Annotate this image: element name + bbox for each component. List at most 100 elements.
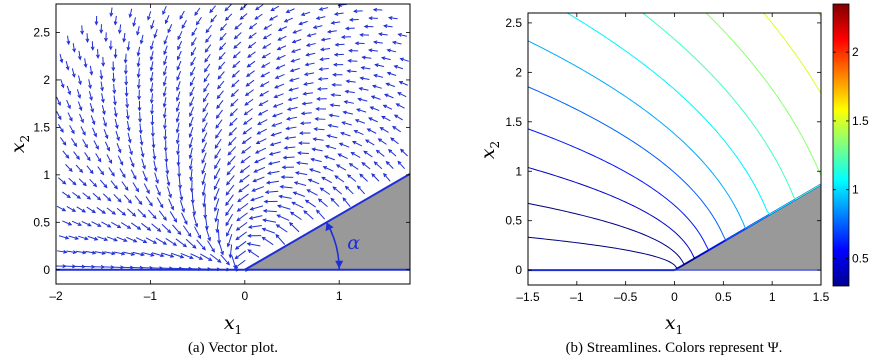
vector-arrow [156, 197, 164, 208]
vector-arrow [163, 55, 168, 65]
vector-arrowhead [359, 76, 364, 81]
vector-arrow [275, 74, 285, 79]
vector-arrowhead [130, 252, 136, 256]
vector-arrow [324, 155, 336, 161]
vector-arrowhead [360, 65, 365, 70]
vector-arrow [291, 201, 304, 209]
vector-arrowhead [213, 196, 218, 201]
vector-arrowhead [215, 124, 220, 129]
vector-arrowhead [363, 150, 368, 155]
a-ytick-label: 1.5 [33, 120, 50, 134]
vector-arrow [114, 107, 117, 117]
vector-arrow [141, 158, 146, 169]
vector-arrow [82, 192, 91, 200]
vector-arrow [228, 127, 238, 136]
vector-arrow [380, 127, 389, 133]
vector-arrowhead [316, 96, 321, 101]
vector-arrowhead [244, 101, 249, 106]
caption-b: (b) Streamlines. Colors represent Ψ. [566, 340, 783, 356]
vector-arrowhead [379, 127, 384, 131]
vector-arrow [129, 156, 135, 167]
vector-arrowhead [91, 120, 96, 126]
vector-arrowhead [237, 198, 242, 203]
vector-arrowhead [190, 61, 195, 67]
vector-arrow [323, 166, 334, 172]
vector-arrow [374, 161, 383, 170]
vector-arrowhead [214, 175, 218, 180]
vector-arrow [145, 237, 157, 244]
vector-arrow [140, 34, 144, 44]
vector-arrowhead [195, 21, 200, 26]
vector-arrow [99, 179, 108, 188]
vector-arrow [247, 249, 260, 258]
vector-arrow [132, 251, 144, 256]
vector-arrow [335, 43, 345, 46]
vector-arrow [286, 126, 297, 130]
vector-arrowhead [59, 58, 64, 64]
vector-arrow [220, 23, 228, 31]
vector-arrow [189, 137, 194, 148]
vector-arrowhead [235, 267, 241, 272]
vector-arrowhead [163, 50, 168, 56]
vector-arrowhead [190, 51, 195, 57]
vector-arrowhead [162, 216, 167, 221]
vector-arrow [346, 80, 356, 83]
vector-arrowhead [311, 147, 316, 152]
vector-arrow [359, 173, 368, 182]
vector-arrowhead [250, 197, 255, 202]
vector-arrowhead [326, 29, 332, 34]
vector-arrow [150, 20, 155, 29]
vector-arrow [216, 219, 219, 233]
vector-arrowhead [188, 123, 193, 128]
vector-arrowhead [334, 42, 339, 47]
vector-arrow [113, 95, 116, 105]
vector-arrowhead [209, 9, 214, 14]
vector-arrow [190, 168, 193, 181]
vector-arrow [400, 149, 408, 157]
vector-arrow [236, 221, 248, 231]
vector-arrow [248, 225, 262, 228]
vector-arrowhead [163, 40, 168, 45]
vector-arrowhead [316, 86, 322, 91]
vector-arrow [135, 237, 147, 243]
vector-arrowhead [197, 266, 203, 271]
vector-arrow [247, 51, 256, 58]
vector-arrow [97, 166, 104, 175]
a-ytick-label: 2 [43, 73, 50, 87]
vector-arrowhead [254, 159, 259, 164]
b-xtick-label: 1 [769, 290, 776, 304]
vector-arrowhead [293, 181, 299, 186]
vector-arrowhead [191, 41, 195, 47]
vector-arrow [388, 149, 397, 157]
vector-arrow [383, 173, 391, 182]
vector-arrow [140, 146, 144, 157]
vector-arrowhead [369, 106, 374, 110]
vector-arrow [71, 138, 77, 147]
vector-arrow [374, 74, 384, 78]
vector-arrow [246, 70, 255, 77]
vector-arrowhead [111, 210, 117, 215]
vector-arrowhead [202, 203, 207, 208]
vector-arrowhead [363, 24, 369, 29]
vector-arrowhead [198, 256, 204, 260]
vector-arrow [383, 104, 393, 110]
a-xtick-label: –1 [144, 289, 158, 303]
vector-arrowhead [108, 46, 113, 51]
vector-arrowhead [120, 265, 125, 270]
vector-arrowhead [273, 94, 278, 99]
vector-arrow [321, 38, 331, 41]
vector-arrowhead [149, 99, 154, 104]
vector-arrowhead [137, 95, 142, 101]
vector-arrowhead [152, 155, 157, 161]
vector-arrow [218, 230, 220, 244]
vector-arrowhead [65, 154, 70, 159]
vector-arrow [113, 193, 122, 203]
vector-arrowhead [385, 160, 390, 165]
vector-arrow [376, 150, 385, 157]
vector-arrow [363, 150, 373, 158]
vector-arrowhead [291, 201, 296, 206]
vector-arrowhead [370, 95, 376, 100]
vector-arrow [61, 191, 71, 198]
vector-arrowhead [252, 178, 257, 183]
vector-arrow [89, 65, 93, 75]
